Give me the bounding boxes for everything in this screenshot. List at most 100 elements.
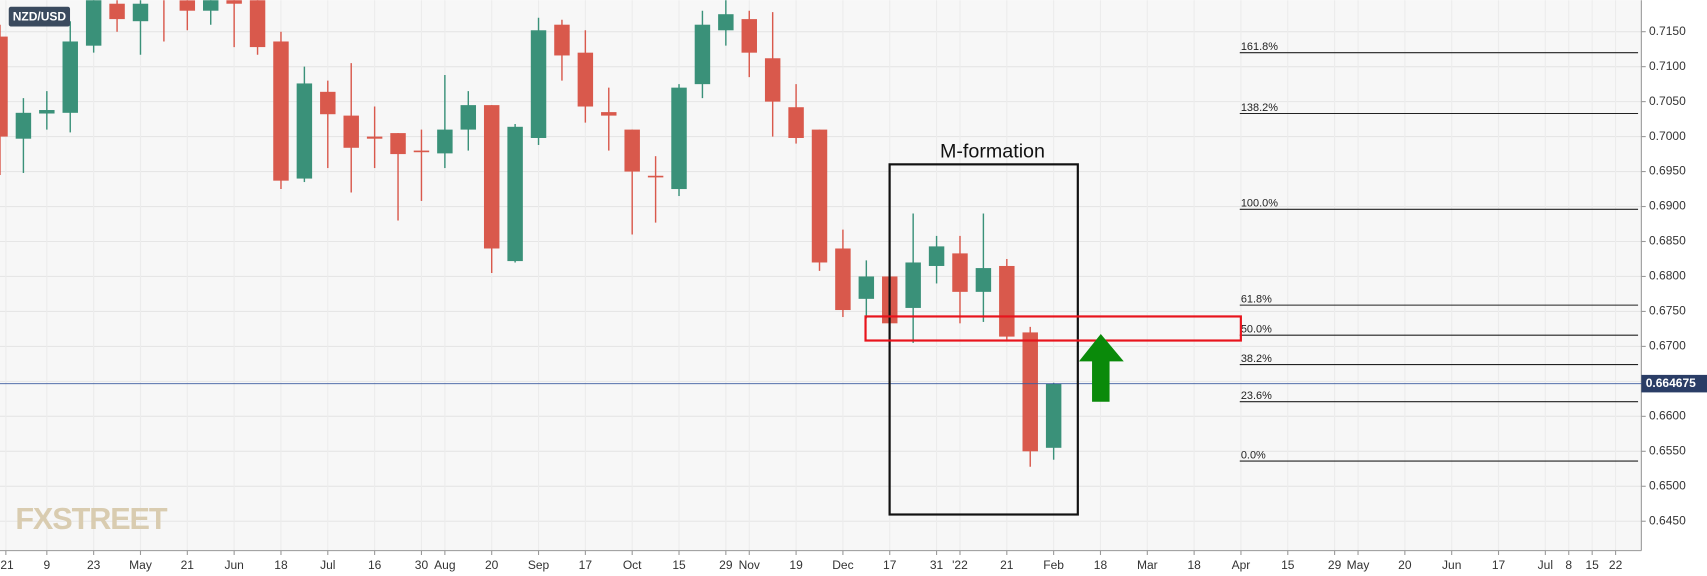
candle-body <box>1045 383 1062 448</box>
candle-body <box>320 91 336 115</box>
candle-body <box>0 36 8 137</box>
y-tick-label: 0.6850 <box>1649 234 1686 248</box>
candle-body <box>764 58 781 102</box>
x-tick-label: Nov <box>739 558 760 572</box>
x-tick-label: Jun <box>224 558 243 572</box>
candle-body <box>62 41 78 113</box>
x-tick-label: 17 <box>579 558 593 572</box>
candle-body <box>835 248 851 311</box>
x-tick-label: 21 <box>181 558 195 572</box>
y-tick-label: 0.6700 <box>1649 339 1686 353</box>
current-price-box <box>1641 374 1707 393</box>
candle-body <box>226 0 242 4</box>
candle-body <box>132 3 149 22</box>
symbol-box <box>8 6 71 27</box>
x-tick-label: 15 <box>1585 558 1599 572</box>
current-price-label: 0.664675 <box>1646 376 1696 390</box>
x-tick-label: 18 <box>1094 558 1108 572</box>
x-tick-label: 31 <box>930 558 944 572</box>
x-tick-label: 29 <box>1328 558 1342 572</box>
x-tick-label: Jul <box>1538 558 1553 572</box>
fib-label: 138.2% <box>1241 102 1278 114</box>
candle-body <box>601 112 617 116</box>
candle-body <box>694 24 711 85</box>
fib-label: 23.6% <box>1241 390 1272 402</box>
candle-body <box>999 265 1015 337</box>
x-tick-label: Mar <box>1137 558 1158 572</box>
candle-body <box>507 126 523 262</box>
candle-body <box>460 105 477 130</box>
support-zone <box>864 315 1242 342</box>
plot-area <box>0 0 1641 550</box>
candle-body <box>530 30 547 138</box>
candle-body <box>718 14 734 31</box>
x-tick-label: 17 <box>883 558 897 572</box>
x-tick-label: Jun <box>1442 558 1461 572</box>
candle-body <box>296 83 313 179</box>
candle-body <box>366 136 383 139</box>
y-tick-label: 0.7000 <box>1649 129 1686 143</box>
x-tick-label: 29 <box>719 558 733 572</box>
y-tick-label: 0.7100 <box>1649 59 1686 73</box>
x-tick-label: 15 <box>1281 558 1295 572</box>
fib-label: 50.0% <box>1241 324 1272 336</box>
x-tick-label: '21 <box>0 558 14 572</box>
candle-body <box>928 246 945 266</box>
candle-body <box>624 129 640 172</box>
watermark: FXSTREET <box>15 502 168 536</box>
candle-body <box>109 3 125 20</box>
y-tick-label: 0.7150 <box>1649 24 1686 38</box>
candle-body <box>39 110 55 114</box>
candle-body <box>647 175 664 178</box>
candle-body <box>671 87 687 190</box>
x-tick-label: May <box>129 558 152 572</box>
y-tick-label: 0.6750 <box>1649 304 1686 318</box>
x-tick-label: Dec <box>832 558 853 572</box>
y-tick-label: 0.6950 <box>1649 164 1686 178</box>
fib-levels: 161.8% 138.2% 100.0% 61.8% 50.0% 38.2% 23.6% 0.… <box>1239 41 1639 462</box>
y-tick-label: 0.6600 <box>1649 409 1686 423</box>
x-tick-label: 9 <box>43 558 50 572</box>
candle-body <box>15 112 32 139</box>
x-tick-label: 21 <box>1000 558 1014 572</box>
candle-body <box>85 0 102 46</box>
candle-body <box>390 133 406 155</box>
candle-body <box>203 0 219 11</box>
symbol: NZD/USD <box>13 9 67 23</box>
y-tick-label: 0.6800 <box>1649 269 1686 283</box>
fib-label: 38.2% <box>1241 353 1272 365</box>
x-tick-label: Feb <box>1043 558 1064 572</box>
x-tick-label: '22 <box>952 558 968 572</box>
annotation: M-formation <box>940 141 1045 163</box>
candles <box>0 0 1062 467</box>
axes: 0.64500.65000.65500.66000.66500.67000.67… <box>0 24 1707 572</box>
fib-label: 61.8% <box>1241 294 1272 306</box>
candle-body <box>858 276 875 299</box>
candle-body <box>905 262 921 308</box>
x-tick-label: 30 <box>415 558 429 572</box>
x-tick-label: 22 <box>1609 558 1623 572</box>
candle-body <box>483 105 500 249</box>
y-tick-label: 0.6900 <box>1649 199 1686 213</box>
y-tick-label: 0.7050 <box>1649 94 1686 108</box>
x-tick-label: 18 <box>1187 558 1201 572</box>
candle-body <box>788 107 804 138</box>
candle-body <box>741 19 757 53</box>
candle-body <box>179 0 196 11</box>
x-tick-label: 23 <box>87 558 101 572</box>
candle-body <box>249 0 266 48</box>
x-tick-label: Sep <box>528 558 550 572</box>
fib-label: 0.0% <box>1241 450 1266 462</box>
fib-label: 161.8% <box>1241 41 1278 53</box>
candle-body <box>437 129 453 154</box>
x-tick-label: Jul <box>320 558 335 572</box>
up-arrow <box>1078 333 1124 402</box>
candle-body <box>554 24 570 56</box>
candle-body <box>952 253 968 292</box>
x-tick-label: 20 <box>1398 558 1412 572</box>
x-tick-label: 17 <box>1492 558 1506 572</box>
y-tick-label: 0.6550 <box>1649 443 1686 457</box>
fib-label: 100.0% <box>1241 198 1278 210</box>
x-tick-label: Apr <box>1232 558 1251 572</box>
